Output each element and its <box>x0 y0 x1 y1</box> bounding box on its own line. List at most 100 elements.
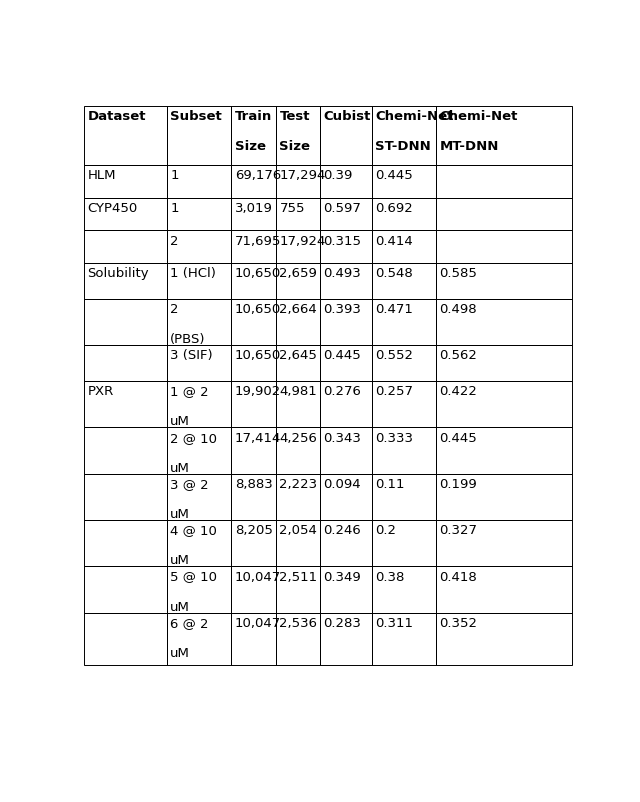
Text: 0.418: 0.418 <box>440 570 477 584</box>
Text: 0.445: 0.445 <box>440 431 477 444</box>
Bar <box>167 427 231 473</box>
Text: 2,536: 2,536 <box>280 617 317 630</box>
Bar <box>84 164 167 197</box>
Bar <box>319 613 372 665</box>
Text: 17,294: 17,294 <box>280 169 326 182</box>
Text: 2,223: 2,223 <box>280 478 317 491</box>
Text: 2,645: 2,645 <box>280 350 317 363</box>
Text: 6 @ 2

uM: 6 @ 2 uM <box>170 617 209 660</box>
Bar <box>436 230 572 263</box>
Text: 0.445: 0.445 <box>323 350 361 363</box>
Text: 10,047: 10,047 <box>235 617 281 630</box>
Bar <box>319 197 372 230</box>
Bar <box>276 566 319 613</box>
Bar <box>231 263 276 299</box>
Bar <box>372 613 436 665</box>
Bar <box>276 427 319 473</box>
Bar <box>231 381 276 427</box>
Text: 19,902: 19,902 <box>235 385 281 399</box>
Bar <box>436 197 572 230</box>
Text: 2,511: 2,511 <box>280 570 317 584</box>
Bar <box>276 381 319 427</box>
Bar <box>372 164 436 197</box>
Bar <box>436 613 572 665</box>
Text: 2,659: 2,659 <box>280 267 317 280</box>
Bar <box>436 299 572 345</box>
Text: 4 @ 10

uM: 4 @ 10 uM <box>170 525 217 567</box>
Text: 0.493: 0.493 <box>323 267 361 280</box>
Bar <box>319 345 372 381</box>
Bar <box>319 230 372 263</box>
Text: 1 (HCl): 1 (HCl) <box>170 267 216 280</box>
Text: Dataset: Dataset <box>88 110 146 123</box>
Bar <box>372 427 436 473</box>
Text: 0.283: 0.283 <box>323 617 361 630</box>
Bar <box>319 381 372 427</box>
Bar <box>436 473 572 520</box>
Bar <box>231 345 276 381</box>
Text: 0.393: 0.393 <box>323 303 361 316</box>
Text: 0.352: 0.352 <box>440 617 477 630</box>
Bar <box>319 566 372 613</box>
Bar <box>436 164 572 197</box>
Text: 3 (SIF): 3 (SIF) <box>170 350 213 363</box>
Bar <box>436 345 572 381</box>
Text: 1: 1 <box>170 169 179 182</box>
Bar <box>276 345 319 381</box>
Bar <box>84 613 167 665</box>
Bar <box>436 263 572 299</box>
Bar <box>167 197 231 230</box>
Bar <box>436 520 572 566</box>
Bar <box>276 263 319 299</box>
Bar <box>319 473 372 520</box>
Text: 3,019: 3,019 <box>235 202 273 215</box>
Text: Solubility: Solubility <box>88 267 149 280</box>
Text: 0.327: 0.327 <box>440 525 477 537</box>
Text: 2

(PBS): 2 (PBS) <box>170 303 206 346</box>
Bar <box>167 473 231 520</box>
Bar <box>84 381 167 427</box>
Text: 0.38: 0.38 <box>375 570 404 584</box>
Text: 0.276: 0.276 <box>323 385 361 399</box>
Bar <box>372 345 436 381</box>
Bar <box>372 520 436 566</box>
Bar <box>276 613 319 665</box>
Text: CYP450: CYP450 <box>88 202 138 215</box>
Bar <box>84 263 167 299</box>
Bar <box>231 473 276 520</box>
Bar <box>372 473 436 520</box>
Text: 0.548: 0.548 <box>375 267 413 280</box>
Bar <box>167 520 231 566</box>
Bar <box>436 381 572 427</box>
Text: HLM: HLM <box>88 169 116 182</box>
Text: 0.199: 0.199 <box>440 478 477 491</box>
Bar <box>276 230 319 263</box>
Bar <box>372 566 436 613</box>
Bar <box>84 566 167 613</box>
Bar <box>231 520 276 566</box>
Text: 0.597: 0.597 <box>323 202 361 215</box>
Bar <box>276 473 319 520</box>
Text: 0.39: 0.39 <box>323 169 353 182</box>
Text: 0.2: 0.2 <box>375 525 396 537</box>
Text: 69,176: 69,176 <box>235 169 281 182</box>
Bar <box>167 263 231 299</box>
Text: 17,414: 17,414 <box>235 431 281 444</box>
Text: 8,205: 8,205 <box>235 525 273 537</box>
Text: 0.585: 0.585 <box>440 267 477 280</box>
Text: 0.333: 0.333 <box>375 431 413 444</box>
Text: 17,924: 17,924 <box>280 234 326 248</box>
Bar <box>84 230 167 263</box>
Bar <box>167 299 231 345</box>
Text: 755: 755 <box>280 202 305 215</box>
Text: 0.343: 0.343 <box>323 431 361 444</box>
Bar <box>167 566 231 613</box>
Bar <box>372 230 436 263</box>
Bar <box>276 299 319 345</box>
Text: 0.692: 0.692 <box>375 202 413 215</box>
Text: 0.422: 0.422 <box>440 385 477 399</box>
Bar <box>167 345 231 381</box>
Bar <box>231 566 276 613</box>
Text: 0.552: 0.552 <box>375 350 413 363</box>
Text: 2,664: 2,664 <box>280 303 317 316</box>
